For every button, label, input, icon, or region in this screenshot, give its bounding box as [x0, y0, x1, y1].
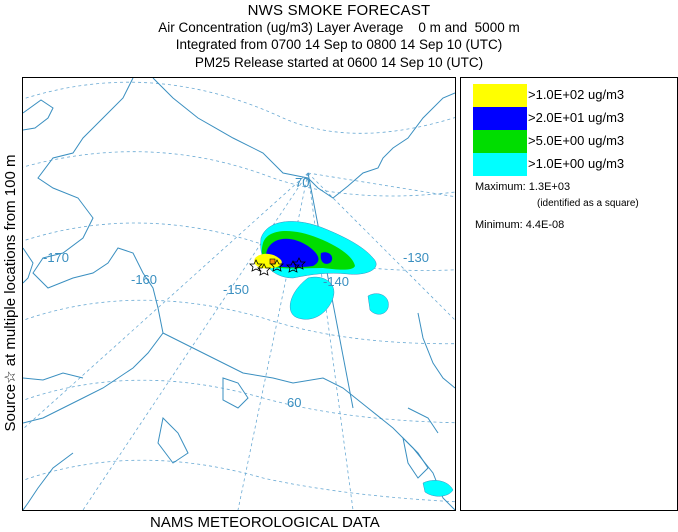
legend-item-2: >2.0E+01 ug/m3: [473, 107, 673, 130]
lon-label-170: -170: [43, 250, 69, 265]
data-source-footer: NAMS METEOROLOGICAL DATA: [150, 514, 380, 531]
source-side-label: Source☆ at multiple locations from 100 m: [0, 75, 21, 510]
plume-southeast: [422, 480, 454, 497]
source-star-5: [292, 257, 306, 270]
legend-panel: >1.0E+02 ug/m3 >2.0E+01 ug/m3 >5.0E+00 u…: [460, 77, 678, 511]
legend-item-4: >1.0E+00 ug/m3: [473, 153, 673, 176]
legend-label-4: >1.0E+00 ug/m3: [528, 156, 625, 171]
legend-swatch-4: [473, 153, 527, 176]
legend-item-3: >5.0E+00 ug/m3: [473, 130, 673, 153]
legend-swatch-1: [473, 84, 527, 107]
integration-period: Integrated from 0700 14 Sep to 0800 14 S…: [175, 37, 503, 52]
source-markers: [249, 257, 306, 276]
map-canvas: -170 -160 -150 -140 -130 70 60: [23, 78, 455, 510]
lat-label-70: 70: [295, 175, 309, 190]
maximum-square: [269, 258, 276, 265]
legend-item-1: >1.0E+02 ug/m3: [473, 84, 673, 107]
source-side-label-text: Source☆ at multiple locations from 100 m: [2, 154, 19, 431]
source-star-1: [249, 259, 263, 272]
minimum-value: Minimum: 4.4E-08: [475, 219, 565, 231]
lon-label-130: -130: [403, 250, 429, 265]
lon-label-140: -140: [323, 274, 349, 289]
forecast-title: NWS SMOKE FORECAST: [247, 2, 431, 19]
maximum-note: (identified as a square): [537, 198, 639, 209]
plume-level-1-east: [367, 293, 389, 315]
plume-level-3-east: [320, 252, 333, 264]
source-star-3: [270, 259, 284, 272]
coastlines: [23, 78, 455, 510]
release-start: PM25 Release started at 0600 14 Sep 10 (…: [194, 55, 484, 70]
legend-label-2: >2.0E+01 ug/m3: [528, 110, 625, 125]
legend-label-1: >1.0E+02 ug/m3: [528, 87, 625, 102]
maximum-value: Maximum: 1.3E+03: [475, 181, 571, 193]
lon-label-150: -150: [223, 282, 249, 297]
lat-label-60: 60: [287, 395, 301, 410]
source-star-2: [257, 263, 271, 276]
plume-level-1-south: [289, 276, 335, 320]
legend-label-3: >5.0E+00 ug/m3: [528, 133, 625, 148]
legend-swatch-3: [473, 130, 527, 153]
latitude-lines: [23, 81, 455, 503]
source-star-4: [286, 260, 300, 273]
lon-label-160: -160: [131, 272, 157, 287]
concentration-subtitle: Air Concentration (ug/m3) Layer Average …: [158, 20, 520, 35]
smoke-map: -170 -160 -150 -140 -130 70 60: [22, 77, 456, 511]
legend-swatch-2: [473, 107, 527, 130]
longitude-lines: [23, 172, 455, 510]
